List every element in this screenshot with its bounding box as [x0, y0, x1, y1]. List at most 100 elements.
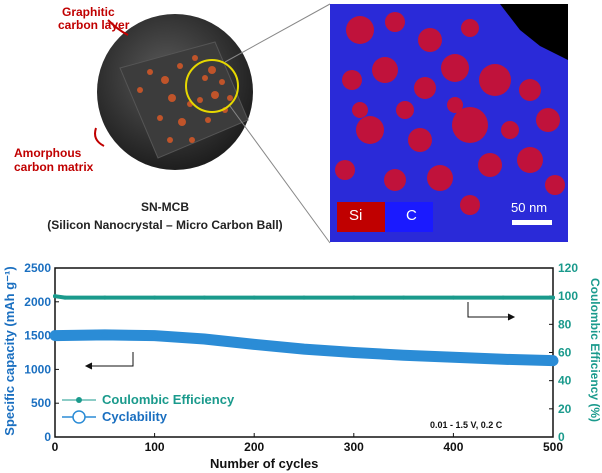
data-point — [301, 346, 307, 353]
y-right-tick-label: 100 — [558, 289, 578, 303]
nanocrystal-dot — [167, 137, 173, 143]
sn-mcb-schematic — [94, 3, 331, 244]
nanocrystal-dot — [211, 91, 219, 99]
nanocrystal-dot — [202, 75, 208, 81]
legend-si-label: Si — [349, 207, 363, 224]
legend-ce-label: Coulombic Efficiency — [102, 392, 235, 407]
eds-micrograph — [330, 4, 568, 242]
data-point — [201, 335, 208, 342]
x-tick-label: 500 — [543, 440, 563, 454]
nanocrystal-dot — [192, 55, 198, 61]
si-particle — [335, 160, 355, 180]
right-axis-arrow — [467, 302, 512, 318]
y-axis-right-label: Coulombic Efficiency (%) — [588, 277, 602, 423]
legend-ce-marker — [76, 397, 82, 403]
y-axis-left-label: Specific capacity (mAh g⁻¹) — [2, 266, 17, 436]
data-point — [151, 332, 158, 339]
nanocrystal-dot — [219, 79, 225, 85]
y-right-tick-label: 40 — [558, 374, 572, 388]
x-tick-label: 0 — [52, 440, 59, 454]
nanocrystal-dot — [197, 97, 203, 103]
si-particle — [478, 153, 502, 177]
si-particle — [418, 28, 442, 52]
data-point — [550, 357, 556, 364]
graphitic-label: Graphitic carbon layer — [58, 5, 130, 32]
legend-si-box — [337, 202, 385, 232]
si-particle — [396, 101, 414, 119]
left-axis-arrowhead — [84, 362, 93, 370]
y-left-tick-label: 2500 — [24, 261, 51, 275]
y-left-tick-label: 0 — [44, 430, 51, 444]
data-point — [202, 295, 207, 300]
right-axis-arrowhead — [507, 313, 516, 321]
nanocrystal-dot — [168, 94, 176, 102]
si-particle — [501, 121, 519, 139]
data-point — [350, 349, 357, 356]
figure-subtitle: (Silicon Nanocrystal – Micro Carbon Ball… — [47, 218, 283, 232]
si-particle — [461, 19, 479, 37]
conditions-annotation: 0.01 - 1.5 V, 0.2 C — [430, 420, 503, 430]
legend-cyc-marker — [72, 410, 86, 424]
si-particle — [545, 175, 565, 195]
data-point — [400, 352, 407, 359]
nanocrystal-dot — [137, 87, 143, 93]
zoom-line-bottom — [229, 105, 331, 244]
si-particle — [536, 108, 560, 132]
si-particle — [427, 165, 453, 191]
data-point — [101, 331, 108, 338]
scale-bar-label: 50 nm — [511, 200, 548, 215]
y-right-tick-label: 80 — [558, 317, 572, 331]
figure-title: SN-MCB — [141, 200, 189, 214]
y-right-tick-label: 60 — [558, 346, 572, 360]
data-point — [501, 295, 506, 300]
data-point — [500, 356, 507, 363]
top-figure — [94, 3, 568, 244]
data-point — [102, 295, 107, 300]
x-axis-label: Number of cycles — [210, 456, 319, 471]
x-tick-label: 200 — [244, 440, 264, 454]
y-right-tick-label: 120 — [558, 261, 578, 275]
nanocrystal-dot — [178, 118, 186, 126]
si-particle — [372, 57, 398, 83]
data-point — [450, 354, 457, 361]
micrograph-void — [500, 4, 568, 60]
nanocrystal-dot — [205, 117, 211, 123]
nanocrystal-dot — [177, 63, 183, 69]
legend-c-box — [385, 202, 433, 232]
data-point — [52, 332, 58, 339]
nanocrystal-dot — [157, 115, 163, 121]
scale-bar — [512, 220, 552, 225]
x-tick-label: 400 — [443, 440, 463, 454]
y-left-tick-label: 1500 — [24, 329, 51, 343]
si-particle — [441, 54, 469, 82]
y-left-tick-label: 2000 — [24, 295, 51, 309]
data-point — [451, 295, 456, 300]
legend-c-label: C — [406, 207, 417, 224]
x-tick-label: 100 — [145, 440, 165, 454]
nanocrystal-dot — [227, 95, 233, 101]
y-right-tick-label: 20 — [558, 402, 572, 416]
si-particle — [352, 102, 368, 118]
si-particle — [356, 116, 384, 144]
data-point — [401, 295, 406, 300]
si-particle — [452, 107, 488, 143]
si-particle — [346, 16, 374, 44]
si-particle — [460, 195, 480, 215]
data-point — [551, 295, 555, 300]
si-particle — [479, 64, 511, 96]
si-particle — [408, 128, 432, 152]
si-particle — [414, 77, 436, 99]
zoom-line-top — [224, 3, 331, 63]
amorphous-label: Amorphous carbon matrix — [14, 146, 94, 174]
left-axis-arrow — [88, 352, 134, 367]
legend-cyc-label: Cyclability — [102, 409, 168, 424]
si-particles — [335, 12, 565, 215]
nanocrystal-dot — [208, 66, 216, 74]
data-point — [53, 294, 57, 299]
y-right-tick-label: 0 — [558, 430, 565, 444]
si-particle — [517, 147, 543, 173]
amorphous-pointer — [94, 127, 105, 147]
y-left-tick-label: 1000 — [24, 362, 51, 376]
series-line-coulombic-efficiency — [53, 294, 555, 300]
si-particle — [447, 97, 463, 113]
